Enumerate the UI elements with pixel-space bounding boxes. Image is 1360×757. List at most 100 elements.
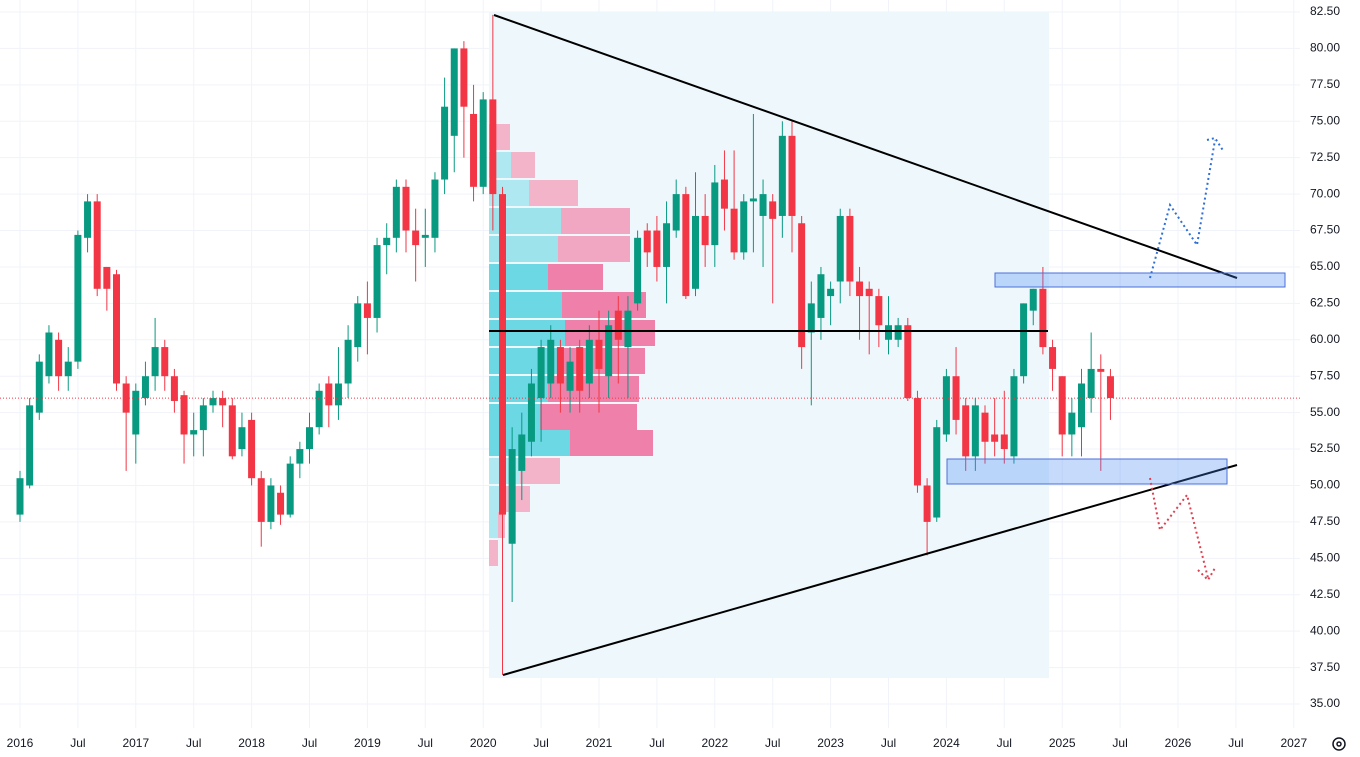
y-tick-label: 70.00 xyxy=(1310,186,1340,200)
candle-body xyxy=(962,405,970,457)
candle-body xyxy=(441,106,449,180)
y-tick-label: 57.50 xyxy=(1310,368,1340,382)
candle-body xyxy=(334,383,342,406)
candle-body xyxy=(527,383,535,442)
candle-body xyxy=(913,398,921,486)
candle-body xyxy=(1020,303,1028,377)
candle-body xyxy=(1097,368,1105,372)
candle-body xyxy=(392,186,400,238)
candle-body xyxy=(923,485,931,522)
candle-body xyxy=(865,288,873,297)
x-tick-label: Jul xyxy=(881,736,896,750)
candle-body xyxy=(730,208,738,253)
candle-body xyxy=(286,463,294,515)
candle-body xyxy=(1000,434,1008,450)
x-tick-label: Jul xyxy=(418,736,433,750)
candle-body xyxy=(701,215,709,246)
y-tick-label: 72.50 xyxy=(1310,150,1340,164)
candle-body xyxy=(1010,376,1018,457)
y-tick-label: 52.50 xyxy=(1310,441,1340,455)
x-tick-label: 2024 xyxy=(933,736,960,750)
candle-body xyxy=(103,266,111,289)
x-tick-label: Jul xyxy=(186,736,201,750)
candle-body xyxy=(141,376,149,399)
y-tick-label: 40.00 xyxy=(1310,623,1340,637)
x-tick-label: 2018 xyxy=(238,736,265,750)
candle-body xyxy=(634,237,642,304)
candle-body xyxy=(315,390,323,428)
x-tick-label: Jul xyxy=(649,736,664,750)
candle-body xyxy=(759,194,767,216)
y-tick-label: 45.00 xyxy=(1310,550,1340,564)
candle-body xyxy=(470,113,478,187)
x-tick-label: 2025 xyxy=(1049,736,1076,750)
candle-body xyxy=(306,427,313,450)
candle-body xyxy=(1058,376,1066,435)
candle-body xyxy=(132,390,140,435)
candle-body xyxy=(219,398,227,406)
candle-body xyxy=(614,310,622,340)
candle-body xyxy=(836,215,844,282)
x-tick-label: 2026 xyxy=(1165,736,1192,750)
candle-body xyxy=(1087,368,1095,399)
candle-body xyxy=(26,405,34,486)
candle-body xyxy=(595,339,603,369)
candle-body xyxy=(16,478,24,515)
x-tick-label: 2021 xyxy=(586,736,613,750)
candle-body xyxy=(904,325,912,399)
candle-body xyxy=(643,230,651,253)
candle-body xyxy=(769,201,777,219)
y-tick-label: 35.00 xyxy=(1310,696,1340,710)
candle-body xyxy=(981,412,989,442)
candle-body xyxy=(489,99,497,195)
x-tick-label: Jul xyxy=(533,736,548,750)
candle-body xyxy=(585,339,593,384)
candle-body xyxy=(325,383,333,406)
candle-body xyxy=(827,288,835,297)
candle-body xyxy=(1078,383,1085,428)
candle-body xyxy=(740,201,748,253)
candle-body xyxy=(971,405,979,457)
candle-body xyxy=(952,376,960,420)
y-tick-label: 65.00 xyxy=(1310,259,1340,273)
candle-body xyxy=(35,361,43,413)
candle-body xyxy=(344,339,352,384)
candle-body xyxy=(692,215,699,289)
candle-body xyxy=(566,361,574,391)
candle-body xyxy=(1029,288,1037,311)
candle-body xyxy=(875,296,883,326)
candle-body xyxy=(209,398,217,406)
x-tick-label: Jul xyxy=(70,736,85,750)
x-tick-label: Jul xyxy=(997,736,1012,750)
y-tick-label: 37.50 xyxy=(1310,660,1340,674)
candle-body xyxy=(778,135,786,216)
x-tick-label: 2022 xyxy=(701,736,728,750)
candle-body xyxy=(45,332,53,377)
candle-body xyxy=(84,201,92,238)
candle-body xyxy=(788,135,796,216)
candle-body xyxy=(257,478,265,522)
y-tick-label: 75.00 xyxy=(1310,113,1340,127)
candle-body xyxy=(991,434,999,442)
candle-body xyxy=(180,395,188,435)
candle-body xyxy=(933,427,941,518)
candle-body xyxy=(479,99,487,187)
candle-body xyxy=(508,449,516,544)
candle-body xyxy=(1068,412,1076,435)
x-tick-label: 2019 xyxy=(354,736,381,750)
candle-body xyxy=(228,405,236,457)
y-tick-label: 50.00 xyxy=(1310,478,1340,492)
settings-icon[interactable] xyxy=(1332,737,1346,751)
candle-body xyxy=(749,198,757,202)
candle-body xyxy=(277,492,285,515)
candle-body xyxy=(856,281,864,297)
x-tick-label: 2027 xyxy=(1280,736,1307,750)
candle-body xyxy=(547,339,555,384)
candle-body xyxy=(354,303,362,348)
y-tick-label: 80.00 xyxy=(1310,41,1340,55)
y-tick-label: 77.50 xyxy=(1310,77,1340,91)
candle-body xyxy=(817,274,825,318)
x-tick-label: 2020 xyxy=(470,736,497,750)
candle-body xyxy=(64,361,72,377)
